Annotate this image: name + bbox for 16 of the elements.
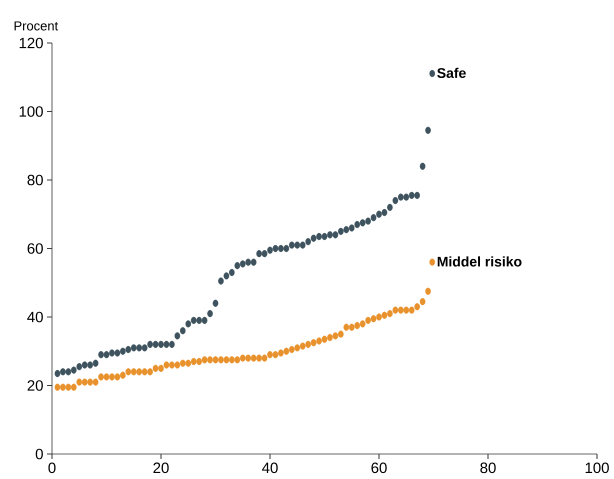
y-tick-label: 0 — [36, 448, 43, 460]
x-tick-label: 60 — [371, 462, 387, 474]
legend-label: Safe — [437, 68, 466, 78]
y-tick-label: 20 — [28, 380, 43, 391]
x-tick-label: 40 — [262, 462, 278, 474]
y-tick-label: 100 — [20, 106, 43, 117]
x-tick-label: 20 — [153, 462, 169, 474]
x-tick-label: 80 — [480, 462, 496, 474]
y-tick-label: 40 — [27, 312, 43, 322]
x-tick-label: 100 — [586, 462, 609, 474]
y-axis-title: Procent — [14, 21, 58, 30]
y-tick-label: 60 — [28, 243, 43, 254]
y-tick-label: 120 — [20, 38, 43, 48]
x-tick-label: 0 — [48, 462, 56, 474]
legend-label: Middel risiko — [438, 256, 522, 267]
y-tick-label: 80 — [28, 174, 43, 186]
